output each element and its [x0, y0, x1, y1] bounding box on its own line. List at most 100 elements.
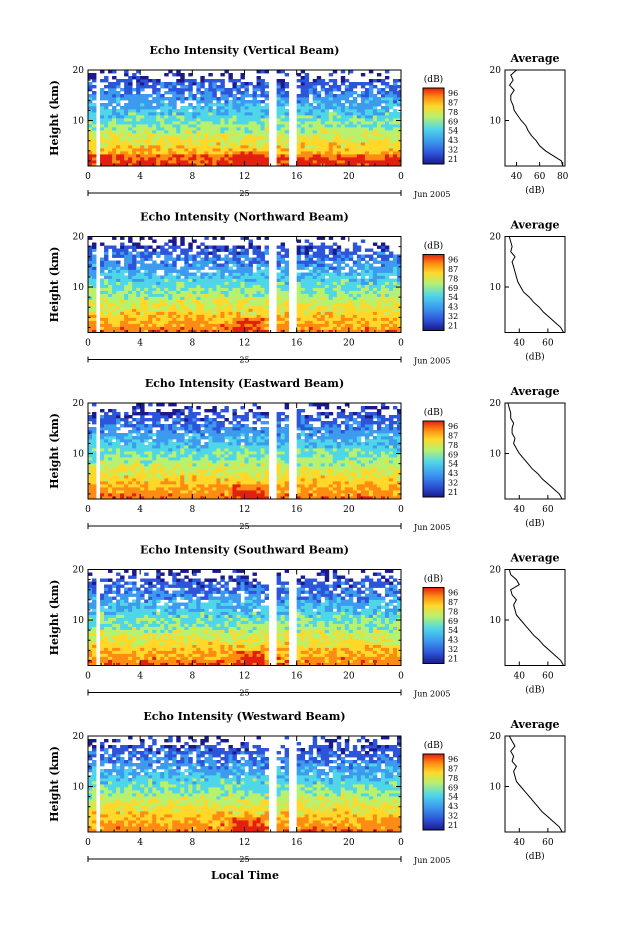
heatmap-cell — [352, 118, 358, 122]
heatmap-cell — [228, 100, 233, 104]
heatmap-cell — [308, 281, 314, 285]
heatmap-cell — [236, 314, 241, 318]
heatmap-cell — [232, 142, 237, 146]
heatmap-cell — [164, 466, 169, 470]
heatmap-cell — [208, 290, 213, 294]
heatmap-cell — [364, 118, 370, 122]
heatmap-cell — [164, 493, 169, 497]
heatmap-cell — [240, 121, 245, 125]
heatmap-cell — [328, 266, 334, 270]
heatmap-cell — [276, 127, 282, 131]
heatmap-cell — [136, 145, 141, 149]
heatmap-cell — [340, 266, 346, 270]
heatmap-cell — [312, 302, 318, 306]
heatmap-cell — [88, 248, 93, 252]
heatmap-cell — [356, 127, 362, 131]
heatmap-cell — [144, 145, 149, 149]
heatmap-cell — [352, 290, 358, 294]
heatmap-cell — [104, 439, 109, 443]
heatmap-cell — [120, 97, 125, 101]
heatmap-cell — [248, 269, 253, 273]
heatmap-cell — [108, 272, 113, 276]
heatmap-cell — [112, 436, 117, 440]
heatmap-cell — [344, 112, 350, 116]
heatmap-cell — [252, 85, 257, 89]
heatmap-cell — [340, 299, 346, 303]
colorbar-tick-label: 78 — [448, 274, 458, 283]
heatmap-cell — [176, 79, 181, 83]
heatmap-cell — [172, 302, 177, 306]
heatmap-cell — [104, 314, 109, 318]
heatmap-cell — [348, 88, 354, 92]
heatmap-cell — [108, 263, 113, 267]
heatmap-cell — [364, 317, 370, 321]
heatmap-cell — [200, 142, 205, 146]
heatmap-cell — [312, 85, 318, 89]
heatmap-cell — [204, 136, 209, 140]
heatmap-cell — [184, 248, 189, 252]
heatmap-cell — [336, 308, 342, 312]
heatmap-cell — [384, 115, 390, 119]
heatmap-cell — [280, 254, 286, 258]
heatmap-cell — [392, 160, 398, 164]
heatmap-cell — [296, 302, 302, 306]
heatmap-cell — [396, 302, 402, 306]
heatmap-cell — [92, 245, 97, 249]
heatmap-cell — [152, 317, 157, 321]
heatmap-cell — [332, 302, 338, 306]
heatmap-cell — [364, 287, 370, 291]
heatmap-cell — [388, 163, 394, 167]
heatmap-cell — [276, 112, 282, 116]
heatmap-cell — [136, 266, 141, 270]
heatmap-cell — [140, 305, 145, 309]
heatmap-cell — [112, 305, 117, 309]
heatmap-cell — [392, 266, 398, 270]
heatmap-cell — [160, 314, 165, 318]
heatmap-cell — [224, 293, 229, 297]
heatmap-cell — [340, 290, 346, 294]
heatmap-cell — [156, 94, 161, 98]
heatmap-cell — [332, 308, 338, 312]
heatmap-cell — [380, 136, 386, 140]
heatmap-cell — [396, 154, 402, 158]
heatmap-cell — [172, 121, 177, 125]
heatmap-cell — [380, 284, 386, 288]
heatmap-cell — [368, 269, 374, 273]
heatmap-cell — [92, 163, 97, 167]
heatmap-cell — [92, 472, 97, 476]
heatmap-cell — [212, 154, 217, 158]
heatmap-cell — [212, 115, 217, 119]
heatmap-cell — [216, 272, 221, 276]
heatmap-cell — [224, 302, 229, 306]
heatmap-cell — [204, 290, 209, 294]
heatmap-cell — [88, 121, 93, 125]
heatmap-cell — [204, 145, 209, 149]
panel-1: Echo Intensity (Vertical Beam)Height (km… — [48, 44, 569, 199]
heatmap-cell — [116, 269, 121, 273]
heatmap-cell — [280, 100, 286, 104]
heatmap-cell — [112, 275, 117, 279]
heatmap-cell — [264, 269, 269, 273]
heatmap-cell — [304, 281, 310, 285]
heatmap-cell — [92, 97, 97, 101]
colorbar-unit: (dB) — [424, 74, 443, 85]
heatmap-cell — [140, 427, 145, 431]
heatmap-cell — [188, 487, 193, 491]
heatmap-cell — [212, 281, 217, 285]
heatmap-cell — [108, 121, 113, 125]
heatmap-cell — [252, 275, 257, 279]
heatmap-cell — [260, 263, 265, 267]
heatmap-cell — [228, 151, 233, 155]
heatmap-cell — [228, 124, 233, 128]
heatmap-cell — [308, 242, 314, 246]
heatmap-cell — [172, 82, 177, 86]
heatmap-cell — [152, 424, 157, 428]
heatmap-cell — [220, 320, 225, 324]
heatmap-cell — [192, 275, 197, 279]
heatmap-cell — [368, 254, 374, 258]
heatmap-cell — [368, 278, 374, 282]
heatmap-cell — [204, 472, 209, 476]
heatmap-cell — [212, 103, 217, 107]
heatmap-cell — [300, 103, 306, 107]
heatmap-cell — [336, 299, 342, 303]
